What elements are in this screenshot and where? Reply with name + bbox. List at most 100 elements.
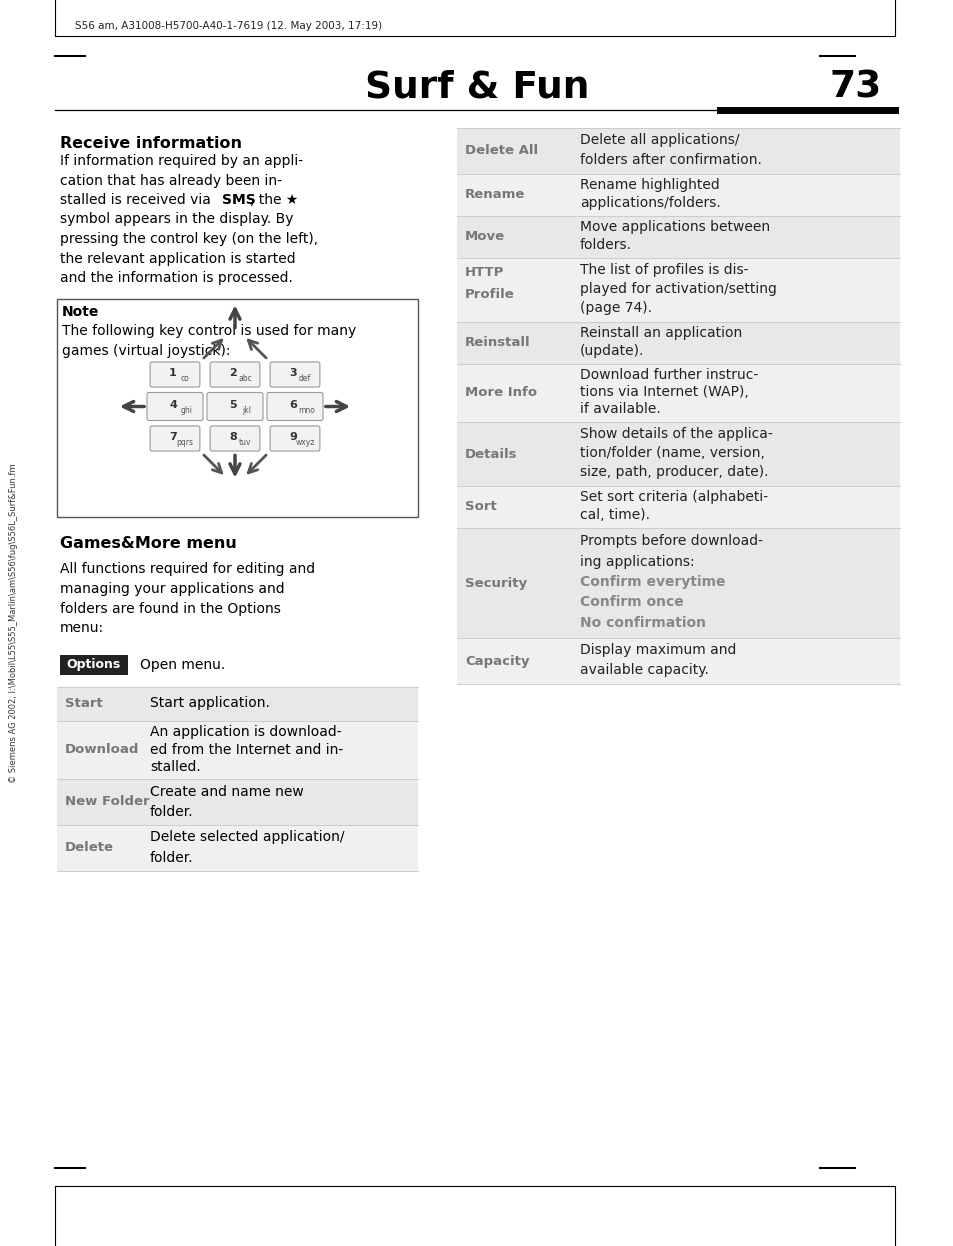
Text: cation that has already been in-: cation that has already been in- xyxy=(60,173,282,187)
Text: Games&More menu: Games&More menu xyxy=(60,537,236,552)
Text: Move: Move xyxy=(464,231,504,243)
Text: Download: Download xyxy=(65,743,139,756)
Text: stalled.: stalled. xyxy=(150,760,200,774)
Text: Show details of the applica-: Show details of the applica- xyxy=(579,427,772,441)
Text: Rename highlighted: Rename highlighted xyxy=(579,178,719,192)
Text: Delete: Delete xyxy=(65,841,113,854)
Text: Details: Details xyxy=(464,447,517,461)
Bar xyxy=(456,486,899,528)
Bar xyxy=(57,299,417,517)
Text: An application is download-: An application is download- xyxy=(150,725,341,739)
FancyBboxPatch shape xyxy=(267,392,323,420)
Text: stalled is received via: stalled is received via xyxy=(60,193,215,207)
Text: Create and name new: Create and name new xyxy=(150,785,303,799)
Text: Start: Start xyxy=(65,697,103,710)
Text: Profile: Profile xyxy=(464,288,515,300)
Text: S56 am, A31008-H5700-A40-1-7619 (12. May 2003, 17:19): S56 am, A31008-H5700-A40-1-7619 (12. May… xyxy=(75,21,382,31)
Text: folder.: folder. xyxy=(150,805,193,819)
Text: Options: Options xyxy=(67,658,121,672)
Text: 3: 3 xyxy=(289,369,296,379)
Text: Capacity: Capacity xyxy=(464,654,529,668)
Bar xyxy=(57,825,417,871)
Text: tion/folder (name, version,: tion/folder (name, version, xyxy=(579,446,764,460)
Text: and the information is processed.: and the information is processed. xyxy=(60,270,293,285)
Text: Delete selected application/: Delete selected application/ xyxy=(150,831,344,845)
Text: Security: Security xyxy=(464,577,527,589)
Text: Note: Note xyxy=(62,304,99,319)
Text: cal, time).: cal, time). xyxy=(579,508,649,522)
Bar xyxy=(456,321,899,364)
Bar xyxy=(57,687,417,720)
Text: Download further instruc-: Download further instruc- xyxy=(579,368,758,383)
Text: Move applications between: Move applications between xyxy=(579,221,769,234)
FancyBboxPatch shape xyxy=(147,392,203,420)
Text: New Folder: New Folder xyxy=(65,795,150,807)
Text: Set sort criteria (alphabeti-: Set sort criteria (alphabeti- xyxy=(579,491,767,505)
Text: size, path, producer, date).: size, path, producer, date). xyxy=(579,465,768,478)
Text: games (virtual joystick):: games (virtual joystick): xyxy=(62,344,231,358)
Text: 8: 8 xyxy=(229,432,236,442)
Text: 73: 73 xyxy=(829,70,882,106)
Text: HTTP: HTTP xyxy=(464,267,504,279)
Text: 7: 7 xyxy=(169,432,176,442)
Text: Receive information: Receive information xyxy=(60,136,242,151)
Bar xyxy=(456,128,899,174)
Text: Sort: Sort xyxy=(464,501,497,513)
Text: If information required by an appli-: If information required by an appli- xyxy=(60,155,303,168)
Text: the relevant application is started: the relevant application is started xyxy=(60,252,295,265)
Text: © Siemens AG 2002, I:\Mobil\L55\S55_Marlin\am\S56\fug\S56L_Surf&Fun.fm: © Siemens AG 2002, I:\Mobil\L55\S55_Marl… xyxy=(10,464,18,782)
Bar xyxy=(456,216,899,258)
Text: mno: mno xyxy=(297,406,314,415)
Text: More Info: More Info xyxy=(464,386,537,400)
Text: managing your applications and: managing your applications and xyxy=(60,582,284,596)
Text: Start application.: Start application. xyxy=(150,697,270,710)
Text: All functions required for editing and: All functions required for editing and xyxy=(60,562,314,577)
Text: co: co xyxy=(180,374,190,383)
Text: No confirmation: No confirmation xyxy=(579,616,705,629)
Text: available capacity.: available capacity. xyxy=(579,663,708,677)
Bar xyxy=(57,720,417,779)
Text: ing applications:: ing applications: xyxy=(579,554,694,568)
Bar xyxy=(456,422,899,486)
Text: Display maximum and: Display maximum and xyxy=(579,643,736,658)
FancyBboxPatch shape xyxy=(270,426,319,451)
Text: tions via Internet (WAP),: tions via Internet (WAP), xyxy=(579,385,748,399)
Text: applications/folders.: applications/folders. xyxy=(579,196,720,209)
Text: Confirm everytime: Confirm everytime xyxy=(579,574,724,589)
Text: Prompts before download-: Prompts before download- xyxy=(579,535,762,548)
Text: 6: 6 xyxy=(289,400,296,410)
Text: ed from the Internet and in-: ed from the Internet and in- xyxy=(150,743,343,756)
Text: Open menu.: Open menu. xyxy=(140,658,225,672)
Text: played for activation/setting: played for activation/setting xyxy=(579,282,776,297)
Text: if available.: if available. xyxy=(579,402,660,416)
Text: Reinstall an application: Reinstall an application xyxy=(579,326,741,340)
Text: jkl: jkl xyxy=(242,406,251,415)
Text: Reinstall: Reinstall xyxy=(464,336,530,349)
Text: The list of profiles is dis-: The list of profiles is dis- xyxy=(579,263,748,278)
Bar xyxy=(456,638,899,684)
FancyBboxPatch shape xyxy=(210,426,259,451)
Text: , the ★: , the ★ xyxy=(250,193,298,207)
Text: Delete all applications/: Delete all applications/ xyxy=(579,133,739,147)
Text: Surf & Fun: Surf & Fun xyxy=(364,70,589,106)
Text: symbol appears in the display. By: symbol appears in the display. By xyxy=(60,213,294,227)
Text: 2: 2 xyxy=(229,369,236,379)
Text: ghi: ghi xyxy=(180,406,193,415)
Bar xyxy=(57,779,417,825)
Text: folder.: folder. xyxy=(150,851,193,865)
FancyBboxPatch shape xyxy=(150,361,200,388)
Text: 4: 4 xyxy=(169,400,176,410)
Text: 1: 1 xyxy=(169,369,176,379)
Text: 5: 5 xyxy=(229,400,236,410)
Text: (update).: (update). xyxy=(579,344,643,358)
Bar xyxy=(60,654,128,674)
Text: The following key control is used for many: The following key control is used for ma… xyxy=(62,324,355,339)
Bar xyxy=(456,174,899,216)
Text: folders after confirmation.: folders after confirmation. xyxy=(579,152,761,167)
FancyBboxPatch shape xyxy=(207,392,263,420)
Text: def: def xyxy=(298,374,311,383)
Text: pqrs: pqrs xyxy=(176,439,193,447)
Text: SMS: SMS xyxy=(222,193,255,207)
Text: 9: 9 xyxy=(289,432,296,442)
Text: Delete All: Delete All xyxy=(464,145,537,157)
